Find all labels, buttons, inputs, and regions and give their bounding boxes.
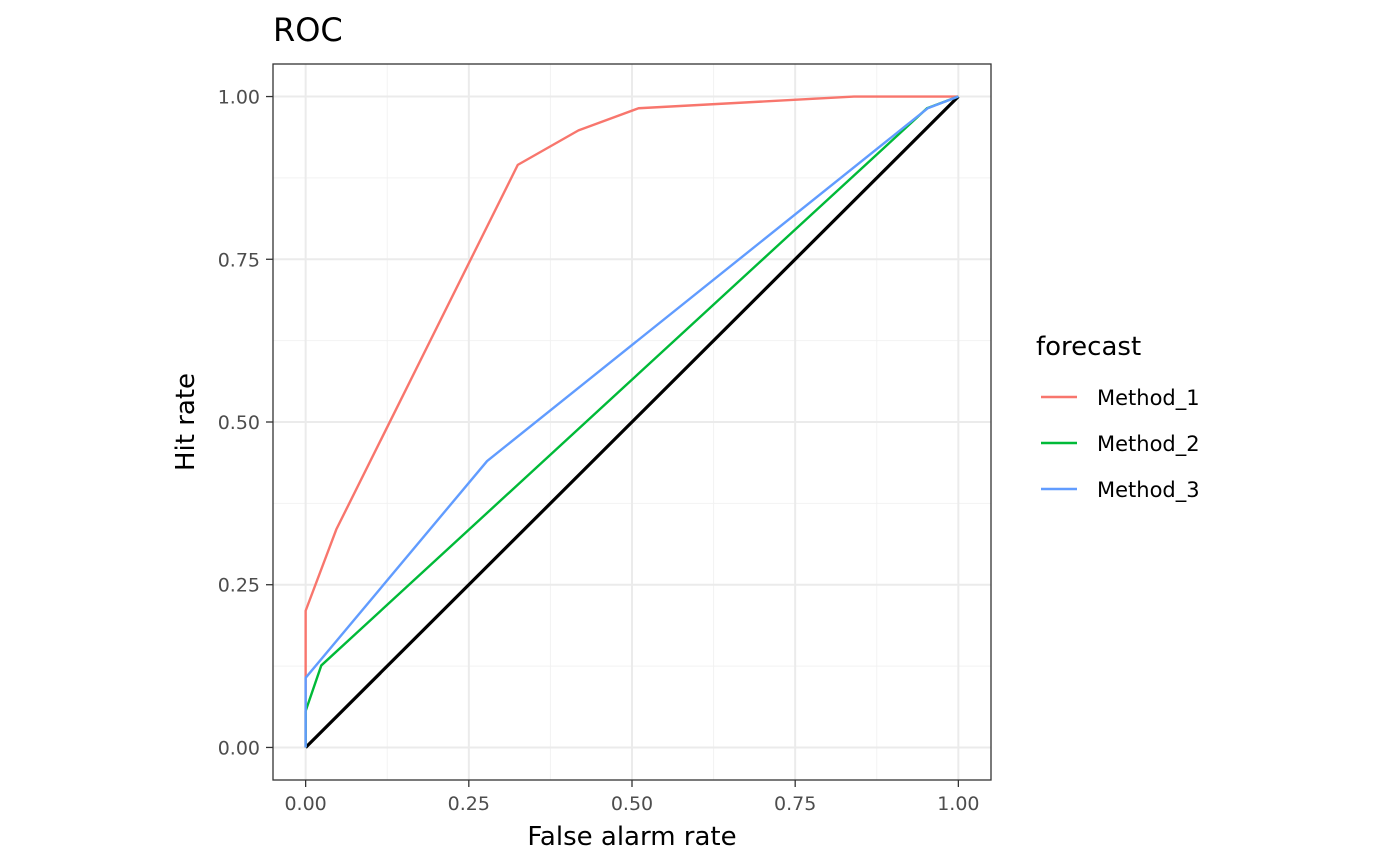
y-tick-label: 0.50	[218, 412, 260, 434]
y-axis-title: Hit rate	[171, 373, 201, 471]
x-axis-ticks: 0.00 0.25 0.50 0.75 1.00	[284, 780, 980, 815]
x-tick-label: 0.00	[284, 793, 326, 815]
legend: forecast Method_1 Method_2 Method_3	[1036, 332, 1200, 503]
y-tick-label: 0.75	[218, 249, 260, 271]
y-tick-label: 0.25	[218, 575, 260, 597]
series-line-method-3	[304, 95, 959, 748]
series-lines	[304, 95, 959, 748]
x-tick-label: 0.75	[774, 793, 816, 815]
x-tick-label: 1.00	[937, 793, 979, 815]
legend-title: forecast	[1036, 332, 1141, 362]
reference-diagonal	[304, 95, 960, 749]
x-axis-title: False alarm rate	[527, 822, 736, 852]
legend-label-method-1: Method_1	[1097, 386, 1200, 411]
series-line-method-1	[304, 95, 959, 748]
y-tick-label: 0.00	[218, 737, 260, 759]
legend-label-method-2: Method_2	[1097, 432, 1200, 457]
reference-diagonal-line	[304, 95, 960, 749]
x-tick-label: 0.50	[611, 793, 653, 815]
chart-title: ROC	[273, 11, 343, 49]
y-tick-label: 1.00	[218, 87, 260, 109]
x-tick-label: 0.25	[448, 793, 490, 815]
major-gridlines	[273, 64, 991, 780]
y-axis-ticks: 0.00 0.25 0.50 0.75 1.00	[218, 87, 273, 759]
legend-label-method-3: Method_3	[1097, 478, 1200, 503]
